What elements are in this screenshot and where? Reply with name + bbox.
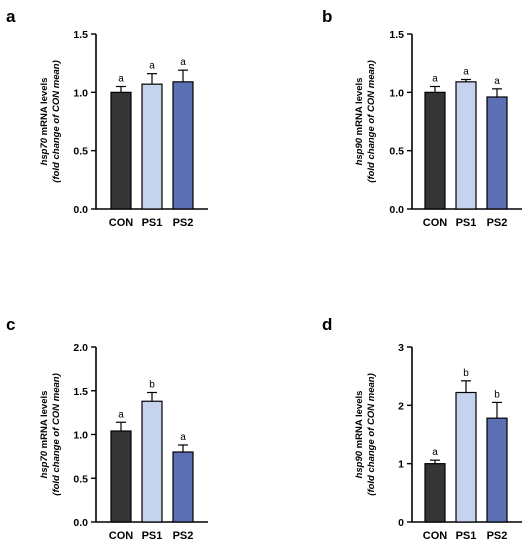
y-axis-label-unit: (fold change of CON mean) [51, 60, 62, 182]
y-tick-label: 0.5 [389, 146, 404, 158]
bar-ps2 [486, 96, 508, 210]
y-axis-label-unit: (fold change of CON mean) [51, 373, 62, 495]
y-axis-label-unit: (fold change of CON mean) [366, 373, 377, 495]
y-tick-label: 0.0 [73, 204, 88, 216]
y-tick-label: 1 [398, 459, 404, 471]
bar-ps1 [141, 83, 163, 210]
x-category-label: PS2 [487, 530, 508, 542]
panel-letter: b [322, 7, 332, 26]
y-tick-label: 0.0 [389, 204, 404, 216]
y-tick-label: 1.5 [73, 29, 88, 41]
y-tick-label: 3 [398, 342, 404, 354]
significance-letter: a [463, 67, 469, 78]
bar-ps2 [486, 417, 508, 523]
significance-letter: a [118, 74, 124, 85]
bar-ps2 [172, 81, 194, 210]
significance-letter: a [432, 74, 438, 85]
y-axis-label-measure: mRNA levels [354, 391, 365, 451]
significance-letter: a [118, 409, 124, 420]
x-category-label: CON [423, 530, 448, 542]
significance-letter: a [494, 76, 500, 87]
x-category-label: CON [109, 530, 134, 542]
y-axis-label-gene: hsp90 [354, 450, 365, 478]
y-tick-label: 1.0 [389, 87, 404, 99]
significance-letter: a [180, 57, 186, 68]
bar-con [424, 463, 446, 523]
bar-con [424, 91, 446, 210]
significance-letter: a [149, 61, 155, 72]
y-tick-label: 1.0 [73, 430, 88, 442]
significance-letter: b [494, 389, 500, 400]
y-axis-label-gene: hsp70 [39, 450, 50, 478]
x-category-label: PS2 [173, 530, 194, 542]
bar-ps1 [455, 391, 477, 523]
y-axis-label-gene: hsp70 [39, 137, 50, 165]
y-axis-label-measure: mRNA levels [39, 391, 50, 451]
y-axis-label: hsp70 mRNA levels(fold change of CON mea… [39, 373, 62, 495]
panel-letter: a [6, 7, 16, 26]
y-axis-label: hsp70 mRNA levels(fold change of CON mea… [39, 60, 62, 182]
y-axis-label-gene: hsp90 [354, 137, 365, 165]
significance-letter: b [149, 380, 155, 391]
y-tick-label: 2 [398, 400, 404, 412]
x-category-label: PS1 [456, 530, 477, 542]
x-category-label: PS1 [456, 217, 477, 229]
significance-letter: a [180, 432, 186, 443]
y-axis-label: hsp90 mRNA levels(fold change of CON mea… [354, 373, 377, 495]
y-tick-label: 1.5 [73, 386, 88, 398]
bar-con [110, 91, 132, 210]
y-axis-label-measure: mRNA levels [354, 78, 365, 138]
bar-ps1 [141, 400, 163, 523]
chart-panel-d: d 0 1 2 3 hsp90 mRNA levels(fold change of CO… [322, 315, 522, 542]
y-axis-label-measure: mRNA levels [39, 78, 50, 138]
y-tick-label: 0.0 [73, 517, 88, 529]
bar-ps2 [172, 451, 194, 523]
panel-letter: d [322, 315, 332, 334]
x-category-label: PS2 [173, 217, 194, 229]
y-tick-label: 0 [398, 517, 404, 529]
x-category-label: CON [109, 217, 134, 229]
significance-letter: a [432, 447, 438, 458]
y-tick-label: 2.0 [73, 342, 88, 354]
y-tick-label: 1.5 [389, 29, 404, 41]
bar-con [110, 430, 132, 523]
x-category-label: PS1 [142, 217, 163, 229]
y-tick-label: 0.5 [73, 146, 88, 158]
chart-panel-c: c 0.0 0.5 1.0 1.5 2.0 hsp70 mRNA levels(fold c… [6, 315, 208, 542]
y-axis-label: hsp90 mRNA levels(fold change of CON mea… [354, 60, 377, 182]
x-category-label: PS2 [487, 217, 508, 229]
panel-letter: c [6, 315, 15, 334]
bar-ps1 [455, 81, 477, 210]
x-category-label: PS1 [142, 530, 163, 542]
y-axis-label-unit: (fold change of CON mean) [366, 60, 377, 182]
y-tick-label: 0.5 [73, 473, 88, 485]
chart-panel-a: a 0.0 0.5 1.0 1.5 hsp70 mRNA levels(fold chan… [6, 7, 208, 229]
y-tick-label: 1.0 [73, 87, 88, 99]
significance-letter: b [463, 368, 469, 379]
chart-panel-b: b 0.0 0.5 1.0 1.5 hsp90 mRNA levels(fold chan… [322, 7, 522, 229]
x-category-label: CON [423, 217, 448, 229]
